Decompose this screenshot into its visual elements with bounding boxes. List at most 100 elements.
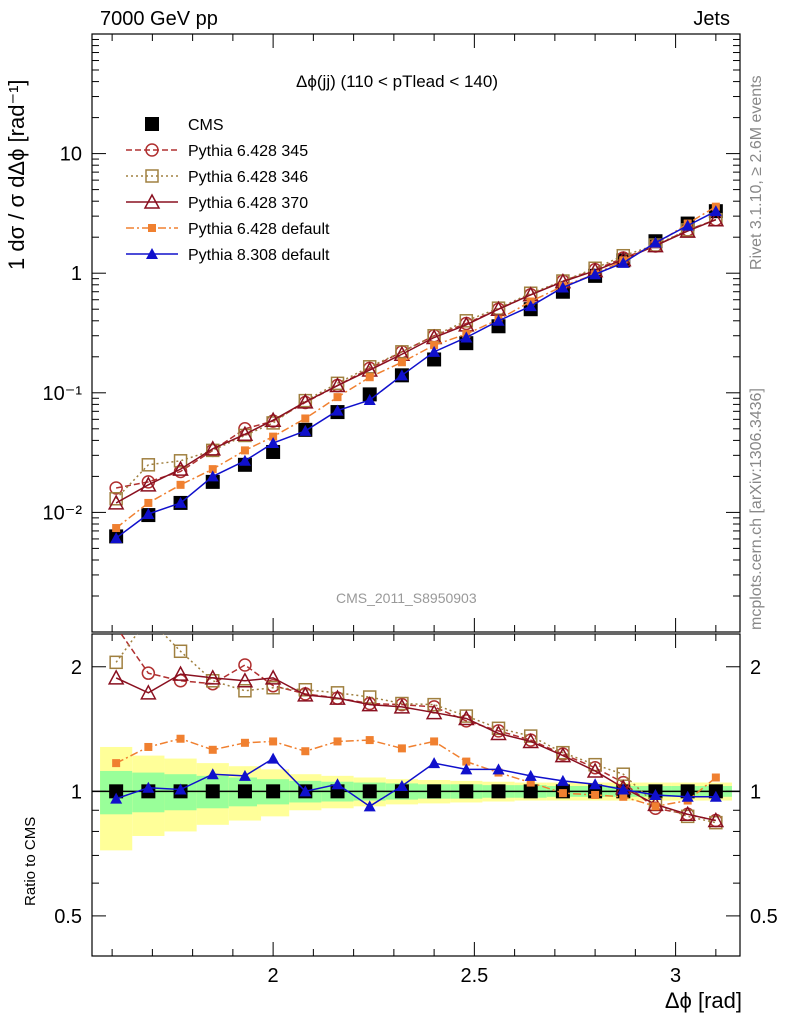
ratio-point-pythia-6-428-345 [238,658,252,672]
ratio-point-pythia-8-308-default [649,788,662,800]
ratio-tick-label: 0.5 [54,906,82,928]
legend-marker-pythia-6-428-346 [145,169,159,183]
ratio-point-pythia-6-428-370 [107,669,125,685]
ratio-point-pythia-6-428-default [591,790,600,799]
point-pythia-6-428-345 [109,481,123,495]
ratio-point-pythia-8-308-default [556,774,569,786]
ratio-point-pythia-8-308-default [681,790,694,802]
ratio-point-pythia-6-428-346 [362,690,377,704]
ratio-point-pythia-8-308-default [589,778,602,790]
legend-label-pythia-6-428-346: Pythia 6.428 346 [188,169,308,186]
ratio-point-pythia-6-428-default [397,744,406,753]
legend-marker-pythia-6-428-default [148,224,156,232]
ratio-point-pythia-8-308-default [299,785,312,797]
main-frame [91,33,741,633]
point-pythia-6-428-default [176,480,185,489]
ratio-point-cms [237,784,252,799]
point-pythia-8-308-default [617,256,630,268]
point-pythia-6-428-370 [297,393,314,409]
point-pythia-8-308-default [681,219,694,231]
point-pythia-6-428-346 [173,454,188,468]
point-pythia-8-308-default [206,470,219,482]
point-pythia-6-428-default [144,498,153,507]
y-tick-label: 1 [71,263,82,285]
point-pythia-8-308-default [174,496,187,508]
ratio-tick-label: 1 [71,781,82,803]
ratio-point-pythia-6-428-346 [709,815,723,830]
legend-label-cms: CMS [188,117,224,134]
point-pythia-6-428-370 [204,440,222,456]
ratio-point-pythia-8-308-default [331,778,344,790]
point-pythia-6-428-370 [172,460,189,476]
point-pythia-8-308-default [395,369,408,381]
ratio-point-pythia-6-428-370 [586,762,604,778]
ratio-point-pythia-6-428-default [112,759,121,768]
ratio-point-cms [266,784,281,799]
ratio-point-pythia-6-428-default [269,737,278,746]
ratio-point-cms [205,784,220,799]
point-pythia-6-428-346 [205,443,220,458]
x-axis-title: Δϕ [rad] [664,988,742,1013]
plot-title: Δϕ(jj) (110 < pTlead < 140) [296,72,498,91]
ratio-point-pythia-6-428-default [462,757,471,766]
point-pythia-8-308-default [492,314,505,326]
ratio-point-pythia-6-428-370 [140,684,157,700]
ratio-point-pythia-8-308-default [428,757,441,769]
legend-label-pythia-6-428-370: Pythia 6.428 370 [188,195,308,212]
point-pythia-8-308-default [331,404,344,416]
point-pythia-6-428-default [240,446,249,455]
ratio-point-pythia-8-308-default [524,769,537,781]
ratio-point-pythia-6-428-default [240,738,249,747]
ratio-point-pythia-6-428-370 [329,689,346,705]
legend-marker-cms [145,117,159,131]
header-right: Jets [693,8,730,30]
legend-marker-pythia-6-428-345 [145,143,159,157]
ratio-point-pythia-6-428-346 [266,680,280,695]
ratio-point-cms [523,784,538,799]
point-pythia-8-308-default [460,331,473,343]
point-pythia-8-308-default [428,345,441,357]
ratio-point-pythia-6-428-370 [554,747,572,763]
point-pythia-6-428-default [301,414,310,423]
point-pythia-6-428-370 [140,476,157,492]
point-pythia-6-428-default [112,524,121,533]
point-pythia-6-428-370 [329,376,346,393]
point-pythia-6-428-346 [141,458,156,472]
point-pythia-6-428-370 [264,411,282,427]
point-pythia-8-308-default [556,281,569,293]
ratio-point-pythia-8-308-default [142,781,155,793]
ratio-point-cms [109,784,124,799]
point-pythia-8-308-default [709,205,722,217]
point-pythia-6-428-346 [459,314,474,328]
ratio-point-pythia-6-428-370 [490,724,507,741]
ratio-point-pythia-8-308-default [267,752,280,764]
ratio-point-pythia-8-308-default [110,792,123,804]
x-tick-label: 2 [268,965,279,987]
point-pythia-8-308-default [299,424,312,436]
ratio-point-pythia-6-428-370 [297,686,314,702]
point-pythia-6-428-default [397,358,406,367]
legend-label-pythia-6-428-345: Pythia 6.428 345 [188,143,308,160]
ratio-tick-label-right: 2 [750,657,761,679]
ratio-point-pythia-6-428-default [176,734,185,743]
point-pythia-6-428-default [208,465,217,474]
ratio-point-pythia-6-428-default [711,773,720,782]
legend-marker-pythia-6-428-370 [143,193,161,209]
ratio-point-pythia-6-428-370 [522,732,539,749]
y-tick-label: 10⁻¹ [43,383,83,405]
point-pythia-6-428-default [430,341,439,350]
point-pythia-8-308-default [267,437,280,449]
point-pythia-8-308-default [649,236,662,248]
ratio-point-pythia-8-308-default [617,783,630,795]
ratio-line-pythia-8-308-default [115,757,716,808]
ratio-point-pythia-6-428-346 [298,682,313,697]
legend-label-pythia-6-428-default: Pythia 6.428 default [188,221,330,238]
ratio-line-pythia-6-428-default [115,737,717,808]
ratio-point-cms [491,784,506,799]
ratio-point-pythia-6-428-370 [172,665,189,681]
ratio-tick-label-right: 1 [750,781,761,803]
point-pythia-8-308-default [142,507,155,519]
legend-label-pythia-8-308-default: Pythia 8.308 default [188,247,330,264]
point-pythia-6-428-346 [238,428,252,443]
point-pythia-6-428-default [365,373,374,382]
